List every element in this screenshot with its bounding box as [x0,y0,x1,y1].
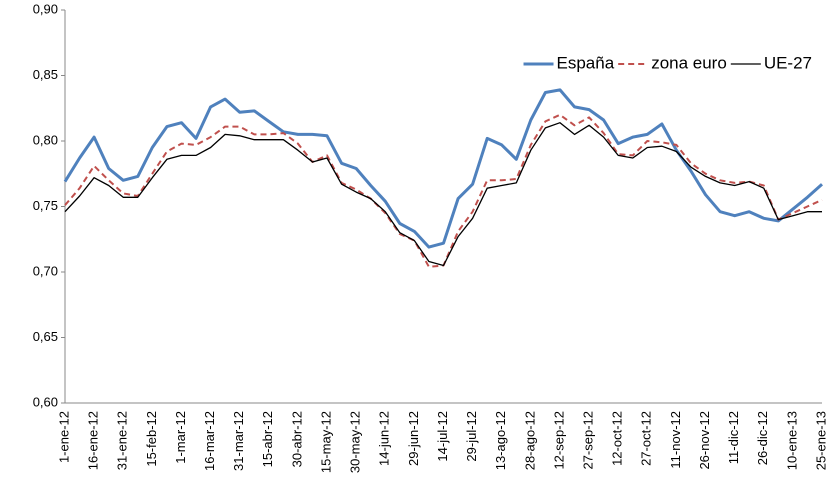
x-tick-label: 30-abr-12 [289,411,304,467]
x-tick-label: 16-mar-12 [202,411,217,471]
x-tick-label: 12-oct-12 [610,411,625,466]
series-line [63,88,824,249]
y-tick-label: 0,60 [33,394,58,409]
legend-label: zona euro [651,53,727,72]
x-tick-label: 13-ago-12 [493,411,508,470]
x-tick-label: 15-may-12 [318,411,333,473]
x-tick-label: 31-ene-12 [115,411,130,470]
y-tick-label: 0,80 [33,132,58,147]
x-tick-label: 15-abr-12 [260,411,275,467]
x-tick-label: 10-ene-13 [784,411,799,470]
x-tick-label: 12-sep-12 [551,411,566,470]
x-tick-label: 26-nov-12 [697,411,712,470]
y-tick-label: 0,65 [33,329,58,344]
x-tick-label: 11-dic-12 [726,411,741,464]
legend-label: España [557,53,615,72]
x-tick-label: 1-ene-12 [56,411,71,463]
y-tick-label: 0,90 [33,1,58,16]
series-line [64,122,822,267]
x-tick-label: 27-oct-12 [639,411,654,466]
x-tick-label: 29-jul-12 [464,411,479,462]
x-tick-label: 16-ene-12 [86,411,101,470]
y-tick-label: 0,70 [33,263,58,278]
x-tick-label: 14-jul-12 [435,411,450,462]
x-tick-label: 31-mar-12 [231,411,246,471]
x-tick-label: 30-may-12 [348,411,363,473]
x-tick-label: 11-nov-12 [668,411,683,469]
x-tick-label: 26-dic-12 [755,411,770,465]
x-tick-label: 1-mar-12 [173,411,188,464]
legend-label: UE-27 [764,53,812,72]
y-tick-label: 0,85 [33,67,58,82]
x-tick-label: 29-jun-12 [406,411,421,466]
x-tick-label: 27-sep-12 [581,411,596,470]
x-tick-label: 14-jun-12 [377,411,392,466]
x-tick-label: 28-ago-12 [522,411,537,470]
x-tick-label: 25-ene-13 [813,411,828,470]
y-tick-label: 0,75 [33,198,58,213]
x-tick-label: 15-feb-12 [144,411,159,467]
